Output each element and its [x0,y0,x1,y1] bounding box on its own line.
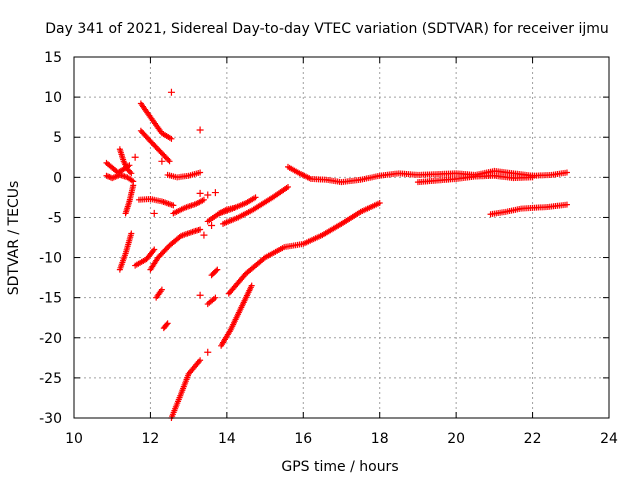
y-tick-label: -5 [48,210,62,226]
data-point [213,267,220,274]
data-point [151,246,158,253]
y-tick-label: 5 [53,130,62,146]
data-point [150,209,158,217]
x-tick-label: 24 [600,431,618,447]
y-tick-label: -15 [39,291,62,307]
data-point [212,294,219,301]
data-point [166,158,173,165]
data-point [158,157,166,165]
data-point [196,189,204,197]
y-tick-label: -25 [39,371,62,387]
data-point [130,182,137,189]
data-point [197,226,204,233]
data-point [231,204,238,211]
data-point [204,348,212,356]
data-point [196,126,204,134]
y-tick-label: -30 [39,411,62,427]
data-point [252,194,259,201]
data-point [200,231,208,239]
chart-title: Day 341 of 2021, Sidereal Day-to-day VTE… [45,21,609,37]
data-point [376,200,383,207]
grid-lines [74,57,609,418]
y-tick-label: -20 [39,331,62,347]
data-point [197,169,204,176]
x-tick-label: 16 [294,431,312,447]
data-point [163,321,170,328]
x-tick-label: 12 [142,431,160,447]
data-point [214,266,221,273]
x-tick-label: 10 [65,431,83,447]
x-tick-label: 18 [371,431,389,447]
x-tick-label: 20 [447,431,465,447]
data-point [165,156,172,163]
data-point [164,320,171,327]
x-tick-label: 14 [218,431,236,447]
data-points [103,88,570,421]
data-point [127,168,134,175]
y-tick-label: -10 [39,251,62,267]
data-point [211,189,219,197]
data-point [131,153,139,161]
data-point [196,291,204,299]
x-axis-label: GPS time / hours [281,459,398,475]
data-point [529,174,536,181]
x-tick-label: 22 [524,431,542,447]
data-point [197,357,204,364]
y-tick-label: 0 [53,170,62,186]
data-point [204,191,212,199]
data-point [158,286,165,293]
data-point [208,221,216,229]
data-point [168,135,175,142]
data-point [563,169,570,176]
data-point [285,183,291,190]
data-point [167,88,175,96]
data-point [170,202,177,209]
data-point [200,196,207,203]
axis-ticks: 10 12 14 16 18 20 22 24 -30 -25 -20 -15 -10 -5 0 5 10 15 [39,50,618,447]
y-axis-label: SDTVAR / TECUs [6,181,22,296]
data-point [150,247,157,254]
data-point [128,170,135,177]
data-point [563,201,570,208]
data-point [248,282,255,289]
y-tick-label: 10 [44,90,62,106]
y-tick-label: 15 [44,50,62,66]
plot-frame [73,56,610,419]
data-point [128,230,135,237]
